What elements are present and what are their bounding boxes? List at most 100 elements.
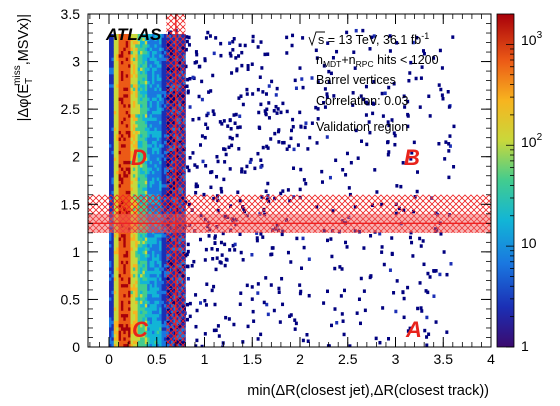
heatmap-cell	[272, 308, 276, 313]
heatmap-cell	[163, 290, 167, 295]
heatmap-cell	[116, 153, 119, 158]
heatmap-cell	[130, 303, 134, 308]
heatmap-cell	[125, 80, 129, 85]
heatmap-cell	[354, 128, 358, 133]
heatmap-cell	[130, 110, 134, 115]
heatmap-cell	[358, 321, 362, 326]
heatmap-cell	[109, 343, 112, 347]
heatmap-cell	[415, 35, 419, 40]
heatmap-cell	[123, 250, 127, 255]
heatmap-cell	[419, 76, 423, 80]
heatmap-cell	[125, 67, 129, 72]
heatmap-cell	[109, 103, 112, 108]
y-tick-label: 3.5	[61, 6, 81, 22]
heatmap-cell	[111, 177, 115, 181]
heatmap-cell	[142, 37, 146, 42]
heatmap-cell	[156, 287, 160, 291]
heatmap-cell	[142, 340, 146, 345]
heatmap-cell	[320, 169, 324, 174]
heatmap-cell	[120, 290, 124, 295]
heatmap-cell	[151, 283, 155, 288]
heatmap-cell	[120, 293, 124, 298]
heatmap-cell	[123, 63, 127, 68]
heatmap-cell	[299, 167, 303, 172]
heatmap-cell	[205, 113, 209, 118]
heatmap-cell	[163, 123, 167, 128]
heatmap-cell	[161, 97, 165, 101]
heatmap-cell	[130, 180, 134, 185]
heatmap-cell	[125, 50, 129, 55]
heatmap-cell	[156, 60, 160, 65]
heatmap-cell	[151, 270, 155, 275]
y-tick-label: 1	[72, 244, 80, 260]
heatmap-cell	[111, 250, 115, 255]
colorbar-label-100: 102	[521, 132, 543, 150]
heatmap-cell	[147, 273, 150, 278]
heatmap-cell	[333, 307, 337, 311]
heatmap-cell	[426, 290, 430, 295]
heatmap-cell	[149, 250, 153, 255]
heatmap-cell	[147, 337, 150, 341]
heatmap-cell	[195, 52, 199, 57]
heatmap-cell	[130, 273, 134, 278]
annotation-sqrt-s: s	[318, 33, 324, 47]
heatmap-cell	[120, 177, 124, 181]
heatmap-cell	[140, 303, 143, 308]
heatmap-cell	[163, 117, 167, 121]
heatmap-cell	[447, 149, 451, 153]
heatmap-cell	[204, 36, 208, 40]
heatmap-cell	[137, 247, 141, 251]
heatmap-cell	[368, 130, 372, 135]
heatmap-cell	[109, 190, 112, 195]
heatmap-cell	[310, 76, 314, 80]
heatmap-cell	[109, 53, 112, 58]
heatmap-cell	[163, 300, 167, 305]
heatmap-cell	[123, 240, 127, 245]
heatmap-cell	[270, 252, 274, 257]
heatmap-cell	[201, 159, 205, 164]
heatmap-cell	[159, 250, 162, 255]
heatmap-cell	[116, 233, 119, 238]
heatmap-cell	[120, 110, 124, 115]
heatmap-cell	[151, 237, 155, 241]
heatmap-cell	[154, 150, 158, 155]
heatmap-cell	[159, 147, 162, 151]
heatmap-cell	[198, 237, 202, 242]
heatmap-cell	[137, 143, 141, 148]
heatmap-cell	[151, 340, 155, 345]
heatmap-cell	[118, 310, 122, 315]
heatmap-cell	[123, 83, 127, 88]
heatmap-cell	[109, 100, 112, 105]
heatmap-cell	[113, 50, 117, 55]
heatmap-cell	[159, 120, 162, 125]
heatmap-cell	[418, 281, 422, 285]
heatmap-cell	[125, 93, 129, 98]
heatmap-cell	[144, 343, 148, 347]
heatmap-cell	[123, 187, 127, 191]
heatmap-cell	[140, 307, 143, 311]
heatmap-cell	[113, 67, 117, 72]
heatmap-cell	[113, 327, 117, 331]
heatmap-cell	[144, 127, 148, 131]
heatmap-cell	[123, 290, 127, 295]
heatmap-cell	[130, 157, 134, 161]
heatmap-cell	[123, 337, 127, 341]
heatmap-cell	[156, 40, 160, 45]
heatmap-cell	[144, 43, 148, 48]
heatmap-cell	[135, 273, 139, 278]
heatmap-cell	[109, 120, 112, 125]
heatmap-cell	[347, 186, 351, 190]
heatmap-cell	[163, 293, 167, 298]
heatmap-cell	[240, 63, 244, 68]
heatmap-cell	[281, 140, 285, 145]
heatmap-cell	[161, 77, 165, 81]
heatmap-cell	[151, 47, 155, 52]
heatmap-cell	[156, 127, 160, 131]
heatmap-cell	[132, 103, 136, 108]
heatmap-cell	[154, 290, 158, 295]
heatmap-cell	[151, 253, 155, 258]
heatmap-cell	[123, 173, 127, 178]
heatmap-cell	[130, 233, 134, 238]
heatmap-cell	[135, 140, 139, 145]
heatmap-cell	[238, 114, 242, 118]
